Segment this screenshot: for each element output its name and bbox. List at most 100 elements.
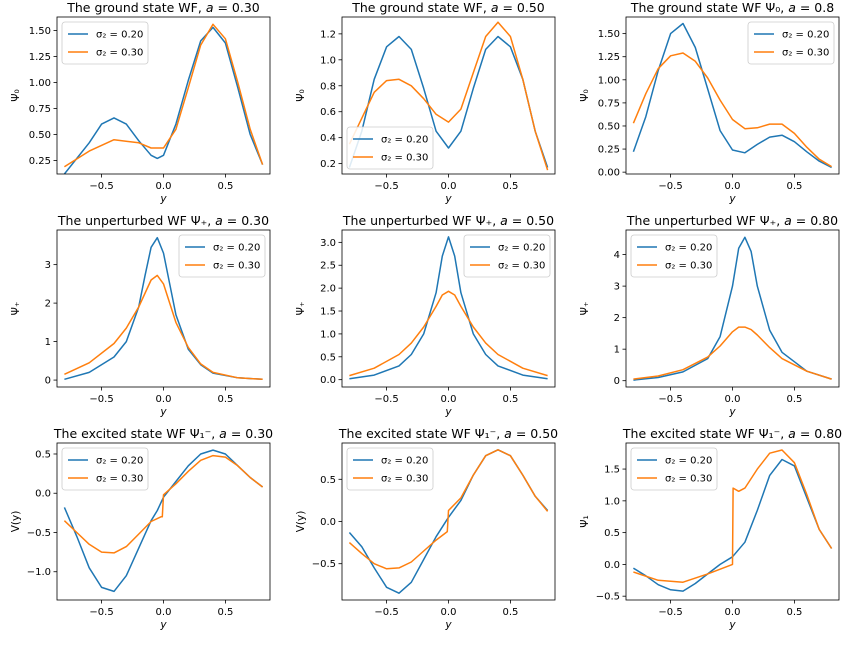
title-tail: = 0.30 [227,426,273,441]
title-tail: = 0.80 [792,213,838,228]
legend-box [630,234,718,278]
series-line-2 [633,326,832,380]
title-tail: = 0.50 [498,0,544,15]
y-tick-label: −0.5 [27,528,51,539]
y-tick-label: 1.0 [604,496,620,507]
legend-label-1: σ₂ = 0.20 [96,456,143,467]
x-axis-label: y [159,406,167,418]
y-tick-label: 1.00 [29,78,51,89]
x-tick-label: 0.5 [502,394,518,405]
subplot-4: The unperturbed WF Ψ₊, a = 0.30 −0.5 0.0 0.… [10,213,271,418]
y-tick-label: 3 [45,260,51,271]
subplot-5: The unperturbed WF Ψ₊, a = 0.50 −0.5 0.0 0.… [295,213,556,418]
y-tick-label: 1 [614,345,620,356]
x-tick-label: −0.5 [89,181,113,192]
title-tail: = 0.50 [508,213,554,228]
legend: σ₂ = 0.20 σ₂ = 0.30 [61,21,149,65]
legend-label-1: σ₂ = 0.20 [498,243,545,254]
title-tail: = 0.8 [796,0,834,15]
x-tick-label: 0.0 [441,394,457,405]
legend: σ₂ = 0.20 σ₂ = 0.30 [61,447,149,491]
x-tick-label: 0.0 [156,394,172,405]
y-axis-label: Ψ₁ [579,515,591,527]
legend-label-2: σ₂ = 0.30 [498,261,545,272]
series-line-2 [64,274,263,381]
x-tick-label: −0.5 [374,181,398,192]
title-a-symbol: a [491,0,499,15]
legend-label-2: σ₂ = 0.30 [381,153,428,164]
title-main: The excited state WF Ψ₁⁻, [53,426,219,441]
y-tick-label: 1.0 [320,55,336,66]
legend-box [346,447,434,491]
x-tick-label: 0.0 [156,607,172,618]
y-axis-label: V(y) [295,511,307,533]
legend-label-1: σ₂ = 0.20 [665,456,712,467]
legend-label-1: σ₂ = 0.20 [665,243,712,254]
y-tick-label: 0.25 [29,156,51,167]
x-tick-label: −0.5 [658,607,682,618]
subplot-title: The unperturbed WF Ψ₊, a = 0.50 [342,213,554,228]
legend-label-2: σ₂ = 0.30 [96,474,143,485]
x-tick-label: 0.5 [502,181,518,192]
title-a-symbol: a [215,213,223,228]
y-axis-label: V(y) [10,511,22,533]
subplot-title: The ground state WF Ψ₀, a = 0.8 [630,0,834,15]
x-tick-label: 0.0 [441,607,457,618]
subplot-title: The excited state WF Ψ₁⁻, a = 0.80 [622,426,842,441]
subplot-title: The excited state WF Ψ₁⁻, a = 0.30 [53,426,273,441]
title-tail: = 0.50 [512,426,558,441]
y-tick-label: 0.2 [320,159,336,170]
title-main: The ground state WF, [66,0,206,15]
y-axis-label: Ψ₊ [10,302,22,316]
legend: σ₂ = 0.20 σ₂ = 0.30 [747,21,835,65]
title-main: The excited state WF Ψ₁⁻, [338,426,504,441]
series-line-2 [349,290,548,377]
x-tick-label: −0.5 [658,181,682,192]
y-tick-label: 0.75 [598,98,620,109]
y-tick-label: 0.0 [35,489,51,500]
x-tick-label: −0.5 [658,394,682,405]
y-tick-label: 2.5 [320,261,336,272]
y-tick-label: 1.5 [604,465,620,476]
title-a-symbol: a [788,426,796,441]
y-tick-label: −1.0 [27,567,51,578]
series-line-2 [63,454,264,554]
y-tick-label: 4 [614,250,620,261]
x-tick-label: 0.0 [441,181,457,192]
title-main: The ground state WF, [351,0,491,15]
y-tick-label: 1.00 [598,75,620,86]
subplot-3: The ground state WF Ψ₀, a = 0.8 −0.5 0.0 0.… [579,0,840,205]
legend-box [630,447,718,491]
y-tick-label: 0.25 [598,145,620,156]
subplot-title: The ground state WF, a = 0.50 [351,0,545,15]
y-tick-label: 1.2 [320,29,336,40]
y-tick-label: −0.5 [596,592,620,603]
y-tick-label: 1.0 [320,329,336,340]
series-line-1 [63,449,264,593]
y-tick-label: 0.8 [320,81,336,92]
subplot-7: The excited state WF Ψ₁⁻, a = 0.30 −0.5 0.… [10,426,273,631]
subplot-1: The ground state WF, a = 0.30−0.5 0.0 0.50… [10,0,271,205]
x-tick-label: 0.5 [217,394,233,405]
title-a-symbol: a [206,0,214,15]
y-tick-label: 1 [45,337,51,348]
x-axis-label: y [728,406,736,418]
series-line-1 [348,35,549,168]
legend: σ₂ = 0.20 σ₂ = 0.30 [630,447,718,491]
series-line-1 [632,22,832,169]
legend: σ₂ = 0.20 σ₂ = 0.30 [178,234,266,278]
x-tick-label: 0.0 [725,181,741,192]
legend-label-2: σ₂ = 0.30 [782,48,829,59]
legend: σ₂ = 0.20 σ₂ = 0.30 [463,234,551,278]
y-tick-label: 0.0 [320,517,336,528]
x-tick-label: 0.5 [786,394,802,405]
y-tick-label: 2 [45,299,51,310]
legend-label-1: σ₂ = 0.20 [213,243,260,254]
x-axis-label: y [728,619,736,631]
legend-box [61,21,149,65]
subplot-8: The excited state WF Ψ₁⁻, a = 0.50 −0.5 0.… [295,426,558,631]
legend-box [463,234,551,278]
title-main: The ground state WF Ψ₀, [630,0,788,15]
x-axis-label: y [159,193,167,205]
